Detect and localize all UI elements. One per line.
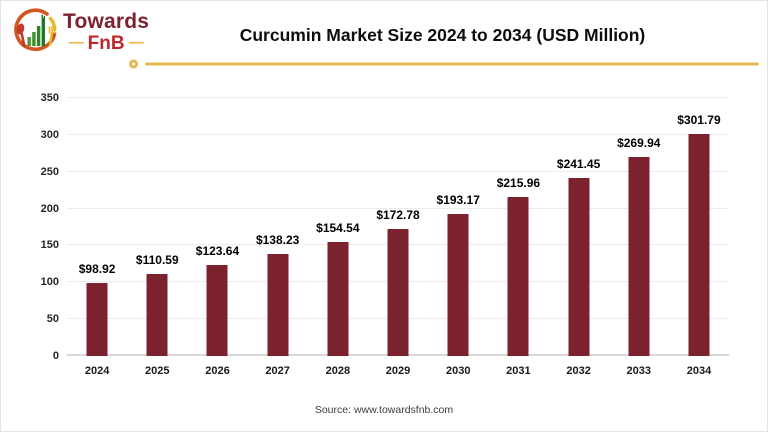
bar-2026 [206,264,228,356]
bar-value-label-2028: $154.54 [316,221,360,236]
towardsfnb-logo: Towards — FnB — [11,7,149,57]
y-tick-200: 200 [40,202,59,215]
source-attribution: Source: www.towardsfnb.com [314,404,454,416]
x-tick-2028: 2028 [325,365,351,377]
bar-column-2024: $98.92 [67,98,127,356]
x-tick-2027: 2027 [265,365,290,377]
bar-value-label-2032: $241.45 [556,157,601,172]
bar-column-2030: $193.17 [428,98,488,356]
bar-chart: $98.92 $110.59 $123.64 $138.23 $154.54 $172.7… [41,92,729,377]
logo-wordmark: Towards — FnB — [63,11,149,53]
bar-2024 [86,283,108,356]
y-tick-100: 100 [40,276,59,289]
bar-value-label-2024: $98.92 [78,262,116,277]
x-tick-2030: 2030 [445,365,471,377]
bar-2030 [447,213,469,356]
bar-columns: $98.92 $110.59 $123.64 $138.23 $154.54 $172.7… [67,98,729,356]
x-tick-2025: 2025 [145,365,170,377]
x-tick-2033: 2033 [626,365,652,377]
bar-column-2031: $215.96 [488,98,548,356]
divider-circle-endpoint [129,59,138,69]
gridline-250 [67,170,729,172]
bar-2031 [507,196,529,356]
bar-column-2027: $138.23 [248,98,308,356]
y-tick-300: 300 [40,128,59,141]
bar-column-2033: $269.94 [609,98,669,356]
bar-column-2025: $110.59 [127,98,187,356]
bar-column-2028: $154.54 [308,98,368,356]
x-axis-labels: 2024 2025 2026 2027 2028 2029 2030 2031 2032 2033… [67,365,729,377]
y-tick-350: 350 [40,92,59,104]
y-tick-250: 250 [40,165,59,178]
gridline-200 [67,207,729,209]
bar-2033 [628,157,650,356]
x-tick-2029: 2029 [385,365,411,377]
x-tick-2032: 2032 [566,365,591,377]
bar-value-label-2030: $193.17 [436,192,480,207]
y-tick-150: 150 [40,239,59,252]
bar-column-2029: $172.78 [368,98,428,356]
bar-value-label-2031: $215.96 [496,175,541,190]
bar-2028 [327,242,349,356]
bar-value-label-2029: $172.78 [376,207,420,222]
bar-column-2034: $301.79 [669,98,729,356]
bar-column-2026: $123.64 [187,98,247,356]
bar-2027 [267,254,289,356]
x-tick-2026: 2026 [205,365,230,377]
y-tick-50: 50 [46,313,59,326]
logo-fnb-row: — FnB — [69,34,144,53]
bar-value-label-2025: $110.59 [135,253,179,268]
page-title: Curcumin Market Size 2024 to 2034 (USD M… [239,25,646,45]
logo-fnb-text: FnB [87,33,125,54]
divider-line [145,62,759,66]
x-tick-2034: 2034 [686,365,712,377]
bar-column-2032: $241.45 [549,98,609,356]
bar-value-label-2026: $123.64 [195,243,240,258]
gold-divider [129,56,759,72]
bar-value-label-2027: $138.23 [255,233,300,248]
logo-towards-text: Towards [63,10,150,33]
logo-left-dash: — [68,34,84,51]
bar-value-label-2033: $269.94 [617,136,661,151]
gridline-300 [67,133,729,135]
bar-2025 [146,274,168,356]
x-tick-2024: 2024 [84,365,110,377]
bar-2034 [688,133,710,356]
bar-value-label-2034: $301.79 [677,112,721,127]
gridline-350 [67,97,729,98]
bar-2032 [568,178,590,356]
logo-chart-food-icon [14,8,57,51]
bar-2029 [387,228,409,356]
x-tick-2031: 2031 [506,365,531,377]
logo-right-dash: — [128,34,144,51]
y-tick-0: 0 [52,350,59,362]
